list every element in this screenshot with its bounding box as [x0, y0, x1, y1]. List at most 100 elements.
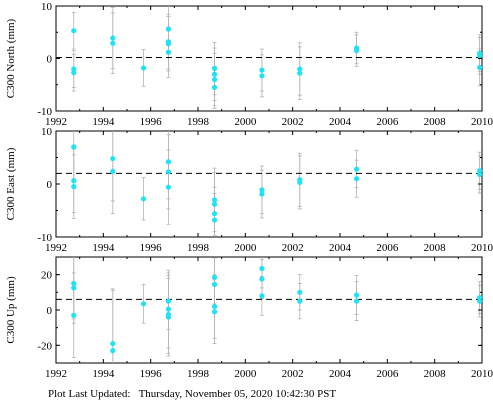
- x-tick-label: 1992: [45, 242, 67, 254]
- data-point: [165, 169, 172, 175]
- data-point: [211, 274, 218, 280]
- y-tick-label: -10: [37, 232, 52, 244]
- x-tick-label: 2004: [329, 368, 352, 380]
- data-point: [477, 53, 483, 59]
- x-tick-label: 2010: [471, 368, 493, 380]
- x-tick-label: 2006: [376, 368, 399, 380]
- x-tick-label: 1996: [140, 242, 163, 254]
- plot-updated-footer: Plot Last Updated: Thursday, November 05…: [48, 388, 336, 400]
- data-point: [297, 298, 303, 304]
- data-point: [71, 280, 77, 287]
- data-point: [353, 298, 360, 304]
- x-tick-label: 2000: [234, 368, 257, 380]
- x-tick-label: 2000: [234, 116, 257, 128]
- panel-3: 1992 1994 1996 1998 2000 2002 2004 2006 2008 2010…: [5, 256, 493, 380]
- data-point: [71, 184, 77, 190]
- data-point: [71, 66, 77, 72]
- panel-2: 1992 1994 1996 1998 2000 2002 2004 2006 2008 2010…: [5, 126, 493, 254]
- data-point: [140, 65, 147, 71]
- data-point: [353, 176, 360, 182]
- data-point: [71, 285, 77, 291]
- data-point: [165, 298, 172, 304]
- data-point: [71, 312, 77, 318]
- data-point: [110, 340, 116, 347]
- data-point: [165, 159, 172, 165]
- x-tick-label: 1992: [45, 116, 67, 128]
- y-tick-label: -20: [37, 340, 52, 352]
- data-point: [211, 281, 218, 287]
- y-tick-label: 20: [41, 270, 53, 282]
- panel-1: 1992 1994 1996 1998 2000 2002 2004 2006 2008 2010…: [5, 1, 493, 128]
- x-tick-label: 2008: [424, 368, 447, 380]
- x-tick-label: 2004: [329, 242, 352, 254]
- plot-frame: [55, 256, 483, 364]
- data-point: [211, 76, 218, 83]
- data-point: [353, 48, 360, 54]
- data-point: [165, 41, 172, 47]
- y-tick-label: 10: [41, 1, 53, 13]
- x-tick-label: 1994: [92, 242, 115, 254]
- data-point: [259, 187, 265, 193]
- y-tick-label: 10: [41, 126, 53, 138]
- data-point: [259, 67, 265, 73]
- y-tick-label: 0: [47, 305, 53, 317]
- data-point: [165, 49, 172, 55]
- y-axis-label: C300 East (mm): [5, 147, 17, 220]
- x-tick-label: 1996: [140, 368, 163, 380]
- x-tick-label: 1994: [92, 368, 115, 380]
- y-tick-label: 0: [47, 54, 53, 66]
- x-tick-label: 2002: [282, 368, 304, 380]
- data-point: [140, 301, 147, 307]
- x-tick-label: 2006: [376, 116, 399, 128]
- data-point: [259, 276, 265, 282]
- data-point: [71, 70, 77, 76]
- data-point: [259, 73, 265, 79]
- data-point: [211, 65, 218, 72]
- data-point: [211, 71, 218, 77]
- data-point: [165, 306, 172, 312]
- data-point: [211, 84, 218, 90]
- y-axis-label: C300 North (mm): [5, 18, 17, 98]
- footer-label: Plot Last Updated:: [48, 388, 131, 400]
- data-point: [211, 303, 218, 310]
- data-point: [477, 171, 483, 178]
- y-axis-label: C300 Up (mm): [5, 276, 17, 344]
- x-tick-label: 2010: [471, 242, 493, 254]
- data-point: [110, 168, 116, 174]
- y-tick-label: -10: [37, 106, 52, 118]
- footer-timestamp: Thursday, November 05, 2020 10:42:30 PST: [138, 388, 337, 400]
- data-point: [297, 179, 303, 186]
- data-point: [353, 292, 360, 298]
- data-point: [110, 40, 116, 46]
- x-tick-label: 1994: [92, 116, 115, 128]
- data-point: [297, 70, 303, 76]
- x-tick-label: 1998: [187, 242, 210, 254]
- plot-frame: [55, 130, 483, 238]
- data-point: [110, 155, 116, 162]
- x-tick-label: 1996: [140, 116, 163, 128]
- data-point: [71, 144, 77, 150]
- y-tick-label: 0: [47, 179, 53, 191]
- x-tick-label: 2010: [471, 116, 493, 128]
- x-tick-label: 2000: [234, 242, 257, 254]
- data-point: [165, 184, 172, 190]
- data-point: [110, 35, 116, 41]
- x-tick-label: 2004: [329, 116, 352, 128]
- data-point: [71, 28, 77, 34]
- data-point: [259, 265, 265, 272]
- data-point: [353, 166, 360, 172]
- x-tick-label: 1998: [187, 116, 210, 128]
- data-point: [140, 196, 147, 202]
- x-tick-label: 2008: [424, 242, 447, 254]
- data-point: [477, 64, 483, 71]
- x-tick-label: 2008: [424, 116, 447, 128]
- data-point: [211, 217, 218, 223]
- data-point: [211, 309, 218, 315]
- data-point: [71, 178, 77, 184]
- data-point: [211, 211, 218, 217]
- x-tick-label: 2002: [282, 116, 304, 128]
- data-point: [259, 293, 265, 299]
- data-point: [165, 314, 172, 320]
- x-tick-label: 1998: [187, 368, 210, 380]
